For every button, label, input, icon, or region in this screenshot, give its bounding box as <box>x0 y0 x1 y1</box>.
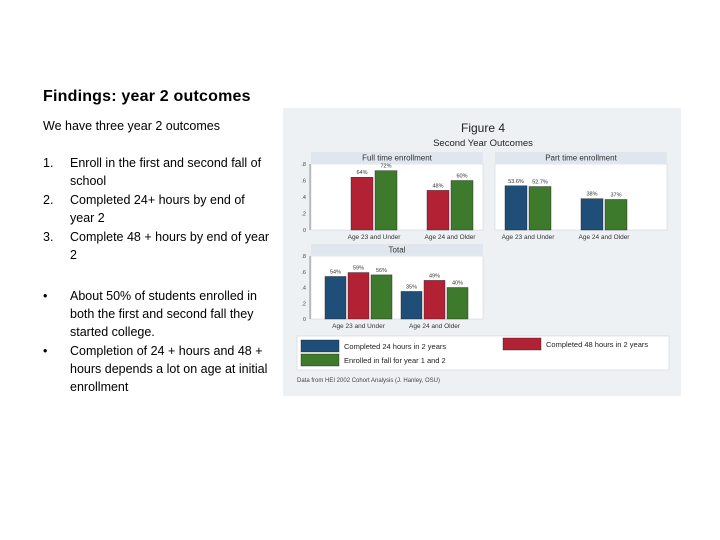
x-tick-label: Age 24 and Older <box>579 234 631 241</box>
legend-label: Completed 24 hours in 2 years <box>344 342 446 351</box>
bullet-marker: • <box>43 289 48 303</box>
chart-bar <box>580 198 604 231</box>
list-item: • About 50% of students enrolled in both… <box>43 287 271 341</box>
y-tick-label: .8 <box>301 254 306 260</box>
data-label: 54% <box>330 269 341 275</box>
chart-bar <box>347 272 370 320</box>
chart-bar <box>446 287 469 320</box>
panel-header <box>311 244 483 255</box>
y-tick-label: 0 <box>303 317 306 323</box>
y-tick-label: .2 <box>301 212 306 218</box>
data-label: 59% <box>353 266 364 272</box>
list-item: 1. Enroll in the first and second fall o… <box>43 154 271 190</box>
figure-image: Figure 4 Second Year Outcomes Full time en… <box>283 108 681 396</box>
data-label: 56% <box>376 268 387 274</box>
data-label: 37% <box>610 192 621 198</box>
list-item: 3. Complete 48 + hours by end of year 2 <box>43 228 271 264</box>
x-tick-label: Age 24 and Older <box>409 323 461 330</box>
list-item-text: Enroll in the first and second fall of s… <box>70 156 262 188</box>
chart-bar <box>324 276 347 320</box>
list-item: • Completion of 24 + hours and 48 + hour… <box>43 342 271 396</box>
legend-swatch <box>300 353 340 367</box>
x-tick-label: Age 23 and Under <box>348 234 402 241</box>
source-note: Data from HEI 2002 Cohort Analysis (J. H… <box>297 378 440 384</box>
y-tick-label: .4 <box>301 195 306 201</box>
list-number: 3. <box>43 230 54 244</box>
figure-label: Figure 4 <box>461 121 505 135</box>
y-tick-label: .6 <box>301 270 306 276</box>
data-label: 40% <box>452 281 463 287</box>
chart-bar <box>528 186 552 231</box>
x-tick-label: Age 23 and Under <box>502 234 556 241</box>
data-label: 48% <box>432 183 443 189</box>
y-tick-label: .6 <box>301 179 306 185</box>
chart-bar <box>423 280 446 320</box>
y-tick-label: .2 <box>301 301 306 307</box>
panel-title: Total <box>389 246 406 255</box>
list-item: 2. Completed 24+ hours by end of year 2 <box>43 191 271 227</box>
slide-intro: We have three year 2 outcomes <box>43 119 220 133</box>
bullet-list: • About 50% of students enrolled in both… <box>43 287 271 397</box>
figure-subtitle: Second Year Outcomes <box>433 138 533 149</box>
list-item-text: About 50% of students enrolled in both t… <box>70 289 257 339</box>
data-label: 64% <box>356 170 367 176</box>
list-item-text: Completed 24+ hours by end of year 2 <box>70 193 245 225</box>
data-label: 38% <box>586 192 597 198</box>
slide-title: Findings: year 2 outcomes <box>43 88 251 105</box>
chart-bar <box>426 190 450 231</box>
data-label: 52.7% <box>532 180 548 186</box>
data-label: 72% <box>380 164 391 170</box>
list-number: 1. <box>43 156 54 170</box>
chart-bar <box>400 291 423 320</box>
y-tick-label: .8 <box>301 162 306 168</box>
list-item-text: Completion of 24 + hours and 48 + hours … <box>70 344 268 394</box>
chart-bar <box>350 176 374 231</box>
data-label: 60% <box>456 174 467 180</box>
y-tick-label: 0 <box>303 228 306 234</box>
chart-bar <box>370 274 393 320</box>
panel-title: Part time enrollment <box>545 154 617 163</box>
panel-title: Full time enrollment <box>362 154 433 163</box>
legend-swatch <box>300 339 340 353</box>
chart-bar <box>604 199 628 231</box>
list-item-text: Complete 48 + hours by end of year 2 <box>70 230 270 262</box>
list-number: 2. <box>43 193 54 207</box>
y-tick-label: .4 <box>301 286 306 292</box>
legend-label: Enrolled in fall for year 1 and 2 <box>344 356 446 365</box>
chart-bar <box>504 185 528 231</box>
chart-bar <box>374 170 398 231</box>
legend-label: Completed 48 hours in 2 years <box>546 340 648 349</box>
panel-header <box>311 152 483 163</box>
x-tick-label: Age 23 and Under <box>332 323 386 330</box>
panel-header <box>495 152 667 163</box>
data-label: 53.6% <box>508 179 524 185</box>
data-label: 49% <box>429 273 440 279</box>
legend-swatch <box>502 337 542 351</box>
chart-bar <box>450 180 474 231</box>
x-tick-label: Age 24 and Older <box>425 234 477 241</box>
legend-box <box>296 335 670 371</box>
bullet-marker: • <box>43 344 48 358</box>
data-label: 35% <box>406 284 417 290</box>
numbered-list: 1. Enroll in the first and second fall o… <box>43 154 271 265</box>
